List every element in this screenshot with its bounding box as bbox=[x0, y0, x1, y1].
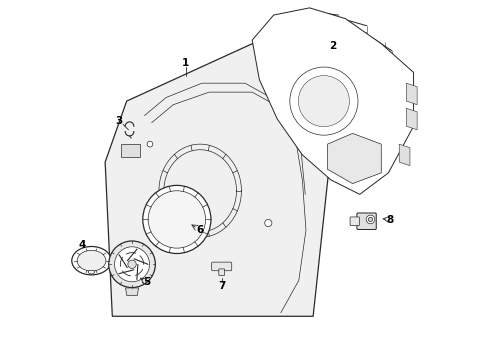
Circle shape bbox=[109, 241, 155, 288]
Polygon shape bbox=[406, 108, 417, 130]
Circle shape bbox=[368, 217, 373, 222]
Circle shape bbox=[298, 76, 349, 127]
Circle shape bbox=[143, 185, 211, 253]
Polygon shape bbox=[121, 144, 140, 157]
FancyBboxPatch shape bbox=[212, 262, 232, 271]
Circle shape bbox=[115, 247, 149, 282]
Ellipse shape bbox=[88, 270, 95, 274]
FancyBboxPatch shape bbox=[219, 269, 224, 275]
Circle shape bbox=[290, 67, 358, 135]
Text: 8: 8 bbox=[387, 215, 394, 225]
Polygon shape bbox=[125, 288, 139, 296]
Circle shape bbox=[148, 191, 205, 248]
Text: 2: 2 bbox=[329, 41, 337, 50]
Polygon shape bbox=[252, 8, 414, 194]
Text: 4: 4 bbox=[78, 239, 86, 249]
Circle shape bbox=[128, 260, 136, 269]
Ellipse shape bbox=[72, 247, 111, 275]
Text: 1: 1 bbox=[182, 58, 190, 68]
FancyBboxPatch shape bbox=[350, 217, 359, 226]
Polygon shape bbox=[406, 83, 417, 105]
FancyBboxPatch shape bbox=[357, 213, 376, 229]
Text: 7: 7 bbox=[218, 281, 225, 291]
Polygon shape bbox=[327, 134, 381, 184]
Polygon shape bbox=[105, 44, 335, 316]
Polygon shape bbox=[399, 144, 410, 166]
Circle shape bbox=[147, 141, 153, 147]
Circle shape bbox=[265, 220, 272, 226]
Text: 6: 6 bbox=[196, 225, 204, 235]
Text: 3: 3 bbox=[115, 116, 122, 126]
Ellipse shape bbox=[77, 250, 106, 271]
Circle shape bbox=[366, 215, 375, 224]
Text: 5: 5 bbox=[143, 277, 150, 287]
